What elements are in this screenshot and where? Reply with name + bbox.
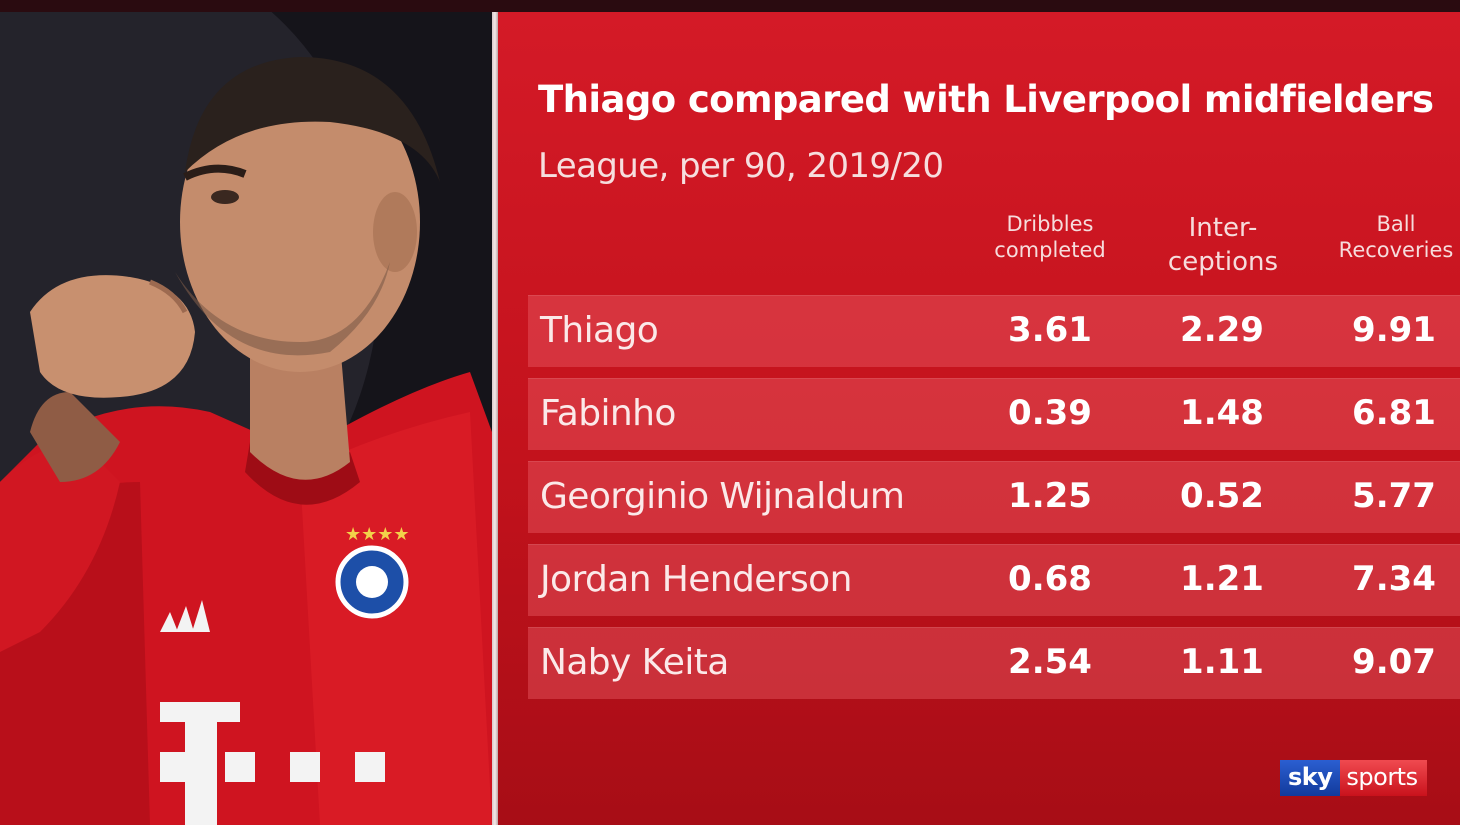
player-name: Naby Keita — [540, 642, 729, 683]
graphic-title: Thiago compared with Liverpool midfielde… — [538, 78, 1434, 121]
table-row: Fabinho 0.39 1.48 6.81 — [528, 378, 1460, 450]
recoveries-value: 5.77 — [1352, 476, 1436, 516]
column-header-dribbles-line2: completed — [994, 237, 1106, 262]
sky-sports-logo: sky sports — [1280, 760, 1427, 796]
column-header-interceptions: Inter- ceptions — [1148, 212, 1298, 280]
column-header-recoveries-line1: Ball — [1376, 212, 1416, 236]
column-header-recoveries: Ball Recoveries — [1316, 212, 1460, 263]
stats-panel: Thiago compared with Liverpool midfielde… — [498, 12, 1460, 825]
dribbles-value: 0.39 — [1008, 393, 1092, 433]
player-photo: ★★★★ — [0, 12, 492, 825]
recoveries-value: 6.81 — [1352, 393, 1436, 433]
dribbles-value: 2.54 — [1008, 642, 1092, 682]
column-header-recoveries-line2: Recoveries — [1338, 237, 1454, 262]
stats-table: Thiago 3.61 2.29 9.91 Fabinho 0.39 1.48 … — [528, 295, 1460, 710]
column-header-dribbles: Dribbles completed — [970, 212, 1130, 263]
column-header-interceptions-line2: ceptions — [1167, 246, 1279, 277]
dribbles-value: 1.25 — [1008, 476, 1092, 516]
interceptions-value: 1.11 — [1180, 642, 1264, 682]
column-header-interceptions-line1: Inter- — [1188, 213, 1258, 243]
graphic-subtitle: League, per 90, 2019/20 — [538, 146, 944, 186]
player-name: Georginio Wijnaldum — [540, 476, 905, 517]
interceptions-value: 2.29 — [1180, 310, 1264, 350]
logo-sports: sports — [1340, 760, 1427, 796]
player-name: Fabinho — [540, 393, 676, 434]
table-row: Georginio Wijnaldum 1.25 0.52 5.77 — [528, 461, 1460, 533]
interceptions-value: 0.52 — [1180, 476, 1264, 516]
player-name: Jordan Henderson — [540, 559, 852, 600]
top-bar — [0, 0, 1460, 12]
recoveries-value: 9.91 — [1352, 310, 1436, 350]
player-name: Thiago — [540, 310, 659, 351]
table-row: Jordan Henderson 0.68 1.21 7.34 — [528, 544, 1460, 616]
interceptions-value: 1.21 — [1180, 559, 1264, 599]
svg-text:★★★★: ★★★★ — [345, 524, 410, 545]
panel-divider — [492, 12, 498, 825]
column-header-dribbles-line1: Dribbles — [1006, 212, 1094, 236]
logo-sky: sky — [1280, 760, 1341, 796]
table-row: Thiago 3.61 2.29 9.91 — [528, 295, 1460, 367]
interceptions-value: 1.48 — [1180, 393, 1264, 433]
table-row: Naby Keita 2.54 1.11 9.07 — [528, 627, 1460, 699]
recoveries-value: 9.07 — [1352, 642, 1436, 682]
recoveries-value: 7.34 — [1352, 559, 1436, 599]
dribbles-value: 3.61 — [1008, 310, 1092, 350]
player-illustration: ★★★★ — [0, 12, 492, 825]
dribbles-value: 0.68 — [1008, 559, 1092, 599]
